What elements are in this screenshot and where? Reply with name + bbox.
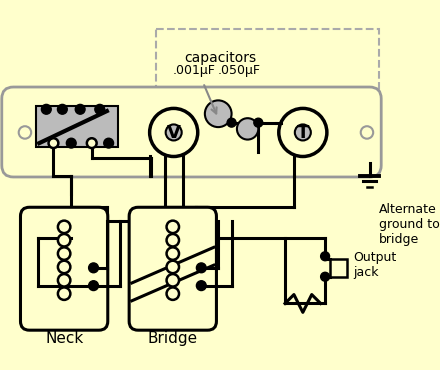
FancyBboxPatch shape (129, 207, 216, 330)
Circle shape (167, 234, 179, 246)
Circle shape (58, 221, 70, 233)
Circle shape (58, 287, 70, 300)
Text: .050μF: .050μF (217, 64, 260, 77)
Circle shape (104, 138, 114, 148)
Text: V: V (167, 124, 181, 142)
Circle shape (58, 104, 67, 114)
Circle shape (88, 281, 99, 290)
FancyBboxPatch shape (2, 87, 381, 177)
Circle shape (87, 138, 97, 148)
Circle shape (321, 252, 330, 261)
Circle shape (150, 108, 198, 157)
Circle shape (167, 274, 179, 286)
Circle shape (167, 221, 179, 233)
Circle shape (58, 274, 70, 286)
Circle shape (205, 100, 231, 127)
Circle shape (58, 261, 70, 273)
Circle shape (279, 108, 327, 157)
Circle shape (196, 281, 206, 290)
Circle shape (66, 138, 76, 148)
Circle shape (237, 118, 258, 139)
Circle shape (58, 234, 70, 246)
Circle shape (254, 118, 263, 127)
Circle shape (166, 124, 182, 141)
Circle shape (88, 263, 99, 273)
Circle shape (95, 104, 105, 114)
Bar (330, 259, 347, 277)
Circle shape (167, 261, 179, 273)
Circle shape (58, 248, 70, 260)
Circle shape (167, 248, 179, 260)
Text: Bridge: Bridge (148, 331, 198, 346)
Circle shape (48, 138, 59, 148)
Circle shape (19, 126, 31, 139)
Circle shape (227, 118, 236, 127)
Text: Neck: Neck (45, 331, 83, 346)
Circle shape (75, 104, 85, 114)
Text: capacitors: capacitors (184, 51, 256, 65)
Text: .001μF: .001μF (173, 64, 216, 77)
FancyBboxPatch shape (21, 207, 108, 330)
Text: Alternate
ground to
bridge: Alternate ground to bridge (378, 203, 439, 246)
Circle shape (41, 104, 51, 114)
Circle shape (321, 272, 330, 281)
Circle shape (295, 124, 311, 141)
Text: Output
jack: Output jack (354, 251, 397, 279)
Circle shape (167, 287, 179, 300)
Bar (36, 106, 118, 147)
Text: T: T (297, 124, 309, 142)
Circle shape (196, 263, 206, 273)
Bar (156, 29, 378, 158)
Circle shape (361, 126, 373, 139)
